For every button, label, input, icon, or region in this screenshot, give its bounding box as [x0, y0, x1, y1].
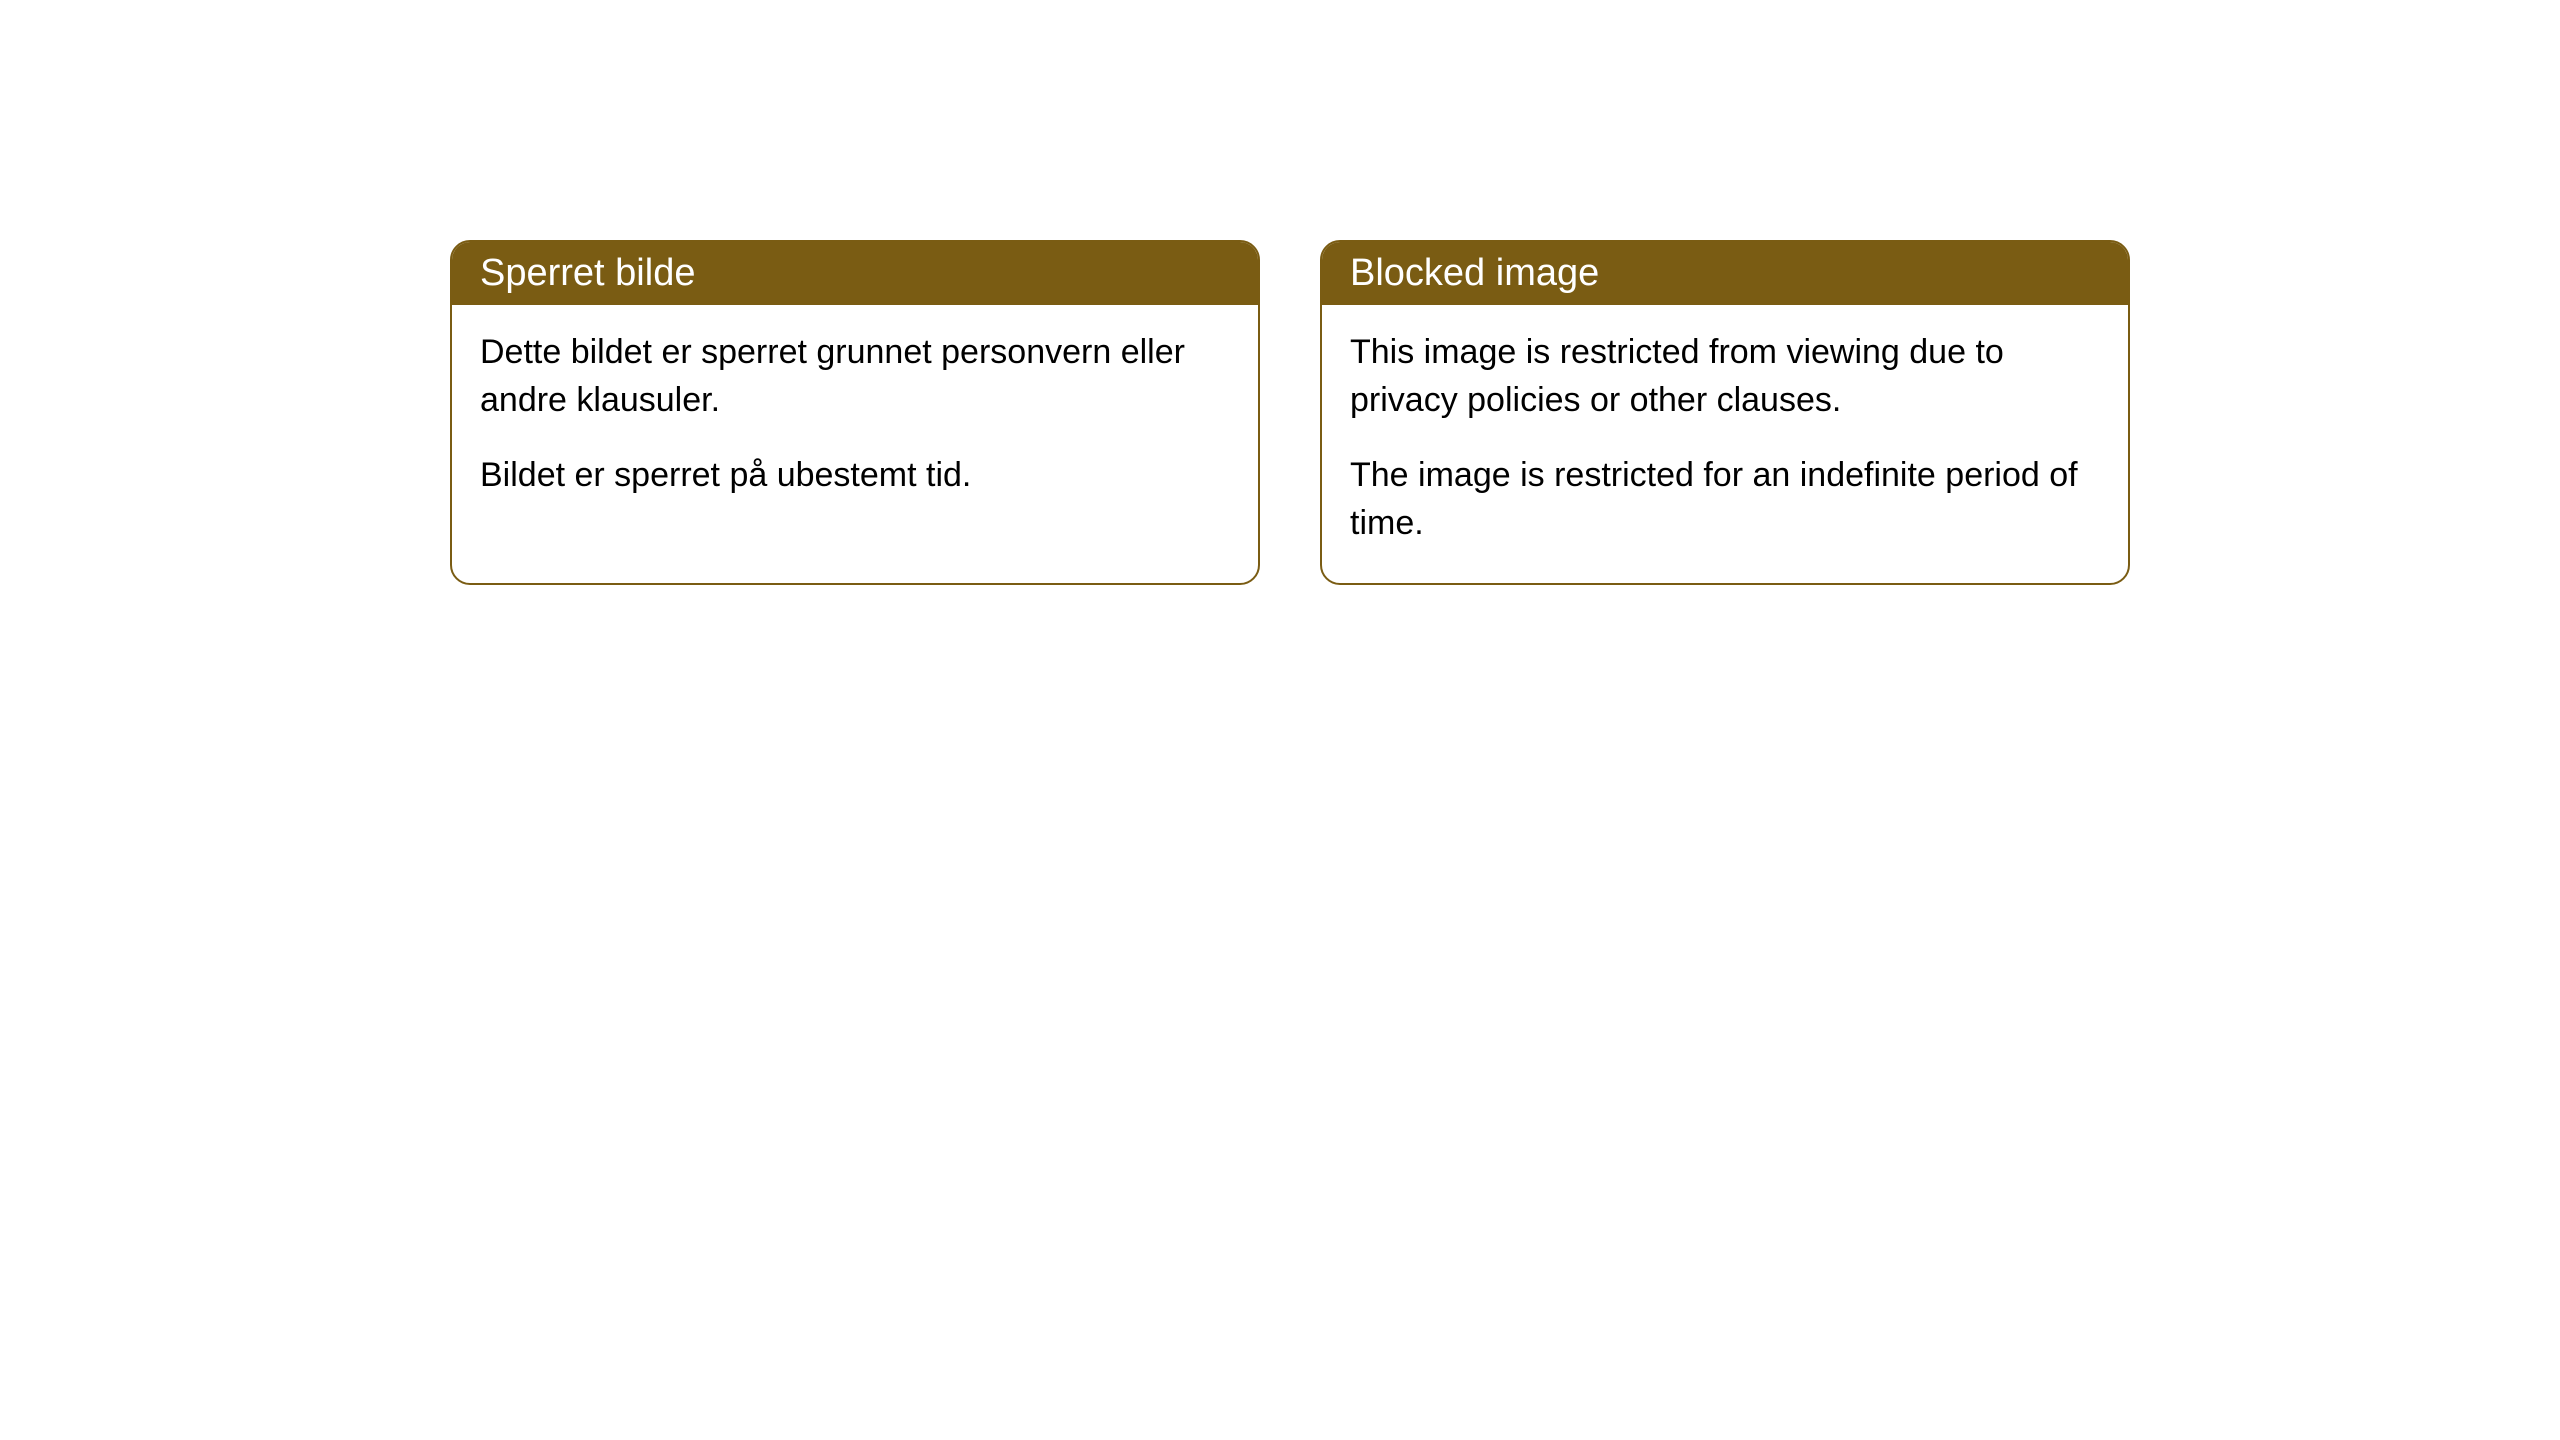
card-paragraph-1-norwegian: Dette bildet er sperret grunnet personve…: [480, 329, 1230, 424]
blocked-image-card-norwegian: Sperret bilde Dette bildet er sperret gr…: [450, 240, 1260, 585]
card-paragraph-2-norwegian: Bildet er sperret på ubestemt tid.: [480, 452, 1230, 500]
card-body-norwegian: Dette bildet er sperret grunnet personve…: [452, 305, 1258, 536]
card-header-norwegian: Sperret bilde: [452, 242, 1258, 305]
card-body-english: This image is restricted from viewing du…: [1322, 305, 2128, 583]
card-paragraph-1-english: This image is restricted from viewing du…: [1350, 329, 2100, 424]
card-title-norwegian: Sperret bilde: [480, 252, 695, 294]
card-paragraph-2-english: The image is restricted for an indefinit…: [1350, 452, 2100, 547]
card-title-english: Blocked image: [1350, 252, 1599, 294]
notice-cards-container: Sperret bilde Dette bildet er sperret gr…: [450, 240, 2130, 585]
card-header-english: Blocked image: [1322, 242, 2128, 305]
blocked-image-card-english: Blocked image This image is restricted f…: [1320, 240, 2130, 585]
